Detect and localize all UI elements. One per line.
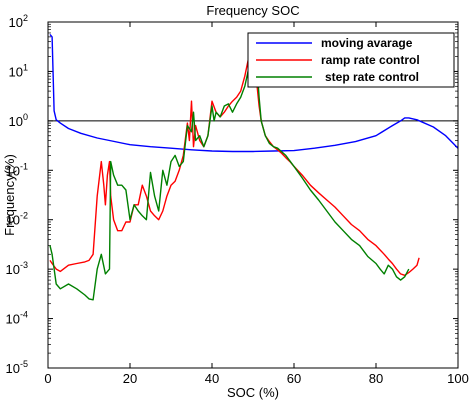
- y-tick-label: 102: [9, 13, 28, 30]
- x-tick-label: 60: [287, 371, 301, 386]
- chart-title: Frequency SOC: [206, 3, 299, 18]
- y-tick-label: 10-4: [6, 310, 28, 327]
- y-tick-label: 10-5: [6, 359, 28, 376]
- y-tick-labels: 10-5 10-4 10-3 10-2 10-1 100 101 102: [6, 13, 28, 376]
- x-tick-labels: 0 20 40 60 80 100: [44, 371, 468, 386]
- x-tick-label: 40: [205, 371, 219, 386]
- x-axis-title: SOC (%): [227, 385, 279, 400]
- plot-frame: [47, 21, 459, 369]
- series-lines: [49, 33, 459, 301]
- legend-label-moving-avarage: moving avarage: [321, 36, 413, 50]
- y-axis-title: Frequency(%): [2, 154, 17, 236]
- legend-label-step-rate-control: step rate control: [325, 70, 419, 84]
- x-tick-label: 100: [447, 371, 469, 386]
- y-tick-label: 101: [9, 62, 28, 79]
- legend: moving avarage ramp rate control step ra…: [247, 32, 455, 88]
- series-line-moving-avarage: [49, 33, 459, 153]
- x-tick-label: 80: [369, 371, 383, 386]
- y-tick-label: 10-1: [6, 161, 28, 178]
- x-tick-label: 0: [44, 371, 51, 386]
- x-tick-label: 20: [123, 371, 137, 386]
- legend-label-ramp-rate-control: ramp rate control: [321, 53, 420, 67]
- y-tick-label: 10-2: [6, 211, 28, 228]
- series-line-ramp-rate-control: [49, 38, 420, 276]
- y-tick-label: 10-3: [6, 260, 28, 277]
- series-line-step-rate-control: [49, 36, 410, 301]
- y-tick-label: 100: [9, 112, 28, 129]
